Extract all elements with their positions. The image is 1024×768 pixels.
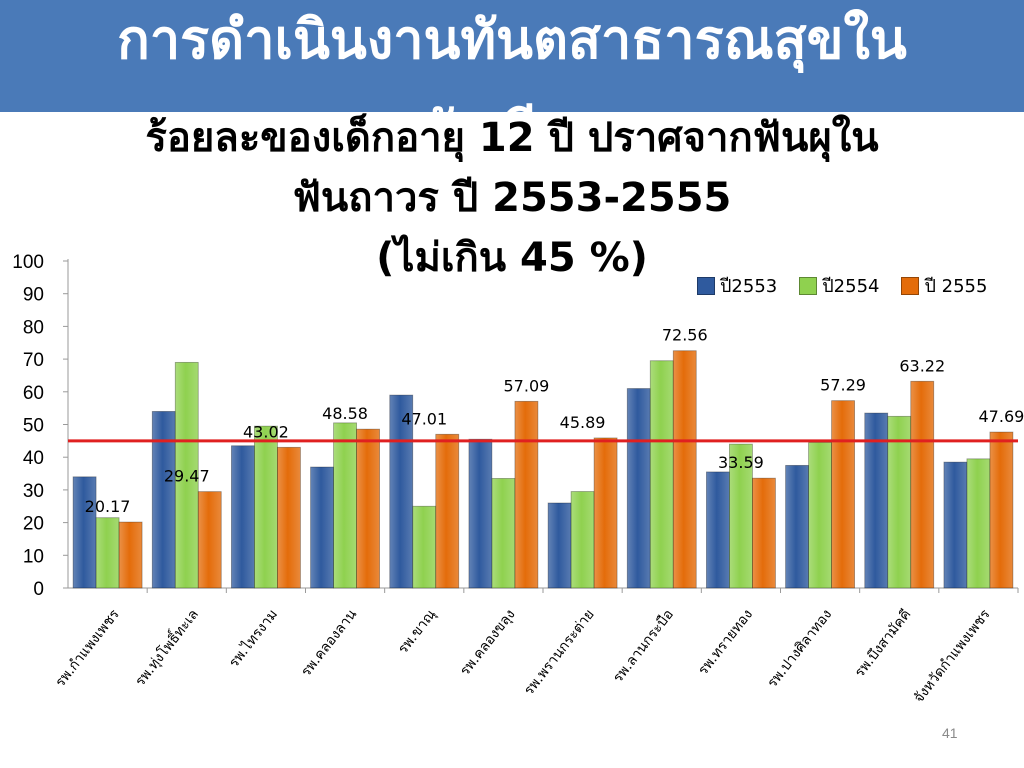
bar-ปี2553-5 [468,438,493,589]
category-label-1: รพ.ทุ่งโพธิ์ทะเล [130,605,202,690]
category-label-8: รพ.ทรายทอง [695,607,756,679]
data-label-11: 47.69 [979,407,1024,426]
y-tick-label: 20 [23,514,44,535]
bar-ปี2553-3 [310,466,334,589]
data-label-7: 72.56 [662,326,708,345]
bar-ปี2553-6 [547,502,572,589]
y-tick-label: 10 [23,546,44,567]
legend-item-2555: ปี 2555 [901,271,987,300]
slide-title: การดำเนินงานทันตสาธารณสุขใน นักเรียน [117,8,907,112]
bar-ปี2553-11 [943,461,968,589]
category-label-2: รพ.ไทรงาม [225,606,281,671]
category-label-7: รพ.ลานกระบือ [610,607,677,686]
title-banner: การดำเนินงานทันตสาธารณสุขใน นักเรียน [0,0,1024,112]
data-label-5: 57.09 [504,376,550,395]
category-label-4: รพ.ขาณุ [395,607,439,658]
bar-ปี2553-1 [151,411,176,589]
bar-ปี2554-1 [174,361,199,589]
y-tick-label: 70 [23,350,44,371]
y-tick-label: 100 [12,252,44,273]
category-label-11: จังหวัดกำแพงเพชร [911,606,994,706]
y-tick-label: 30 [23,481,44,502]
category-label-6: รพ.พรานกระต่าย [521,607,598,699]
y-tick-label: 90 [23,285,44,306]
y-tick-label: 50 [23,416,44,437]
bar-ปี2554-2 [254,425,278,589]
legend-item-2554: ปี2554 [799,271,879,300]
data-label-1: 29.47 [164,467,210,486]
page-number: 41 [942,725,958,741]
legend-label-2554: ปี2554 [822,276,880,297]
bar-ปี2555-9 [831,400,855,589]
y-tick-label: 80 [23,317,44,338]
y-tick-label: 60 [23,383,44,404]
data-label-9: 57.29 [820,376,866,395]
bar-ปี2555-2 [277,446,301,589]
bar-ปี2553-10 [864,412,889,589]
bar-ปี2553-9 [785,464,809,589]
data-label-6: 45.89 [560,413,606,432]
bar-ปี2555-3 [356,428,380,589]
legend-label-2553: ปี2553 [720,276,778,297]
legend-swatch-2553 [697,276,715,295]
data-label-4: 47.01 [401,409,447,428]
data-label-10: 63.22 [899,356,945,375]
data-label-0: 20.17 [85,497,131,516]
bar-ปี2553-4 [389,394,414,589]
bar-ปี2553-0 [72,476,97,589]
y-tick-label: 40 [23,448,44,469]
bar-ปี2555-10 [910,380,935,589]
bar-ปี2555-6 [593,437,618,589]
category-label-5: รพ.คลองขลุง [457,607,518,679]
chart-title: ร้อยละของเด็กอายุ 12 ปี ปราศจากฟันผุใน ฟ… [145,115,879,281]
bar-ปี2554-7 [649,360,674,589]
bar-ปี2553-2 [231,445,255,589]
legend-item-2553: ปี2553 [697,271,777,300]
data-label-2: 43.02 [243,422,289,441]
legend-label-2555: ปี 2555 [924,276,988,297]
bar-ปี2554-0 [95,517,120,589]
bar-ปี2554-11 [966,458,991,589]
bar-ปี2554-5 [491,478,516,589]
category-label-10: รพ.บึงสามัคคี [852,607,915,681]
category-label-9: รพ.ปางศิลาทอง [764,607,835,691]
legend-swatch-2555 [901,276,920,295]
bar-ปี2554-6 [570,491,595,589]
bar-ปี2555-8 [752,477,776,589]
bar-ปี2555-5 [514,400,539,589]
legend-swatch-2554 [799,276,818,295]
bar-ปี2553-8 [706,471,730,589]
category-label-0: รพ.กำแพงเพชร [52,606,123,690]
bar-ปี2555-0 [118,521,143,589]
bar-ปี2555-11 [989,431,1014,589]
category-label-3: รพ.คลองลาน [298,606,360,680]
chart-legend: ปี2553 ปี2554 ปี 2555 [697,271,987,300]
bar-ปี2554-4 [412,505,437,589]
bar-ปี2554-9 [808,442,832,589]
bar-ปี2555-7 [672,350,697,589]
bar-ปี2555-4 [435,433,460,589]
y-tick-label: 0 [33,579,44,600]
bar-ปี2554-3 [333,422,357,589]
bar-ปี2553-7 [626,388,651,589]
bar-ปี2555-1 [197,491,222,589]
data-label-3: 48.58 [322,404,368,423]
data-label-8: 33.59 [718,453,764,472]
